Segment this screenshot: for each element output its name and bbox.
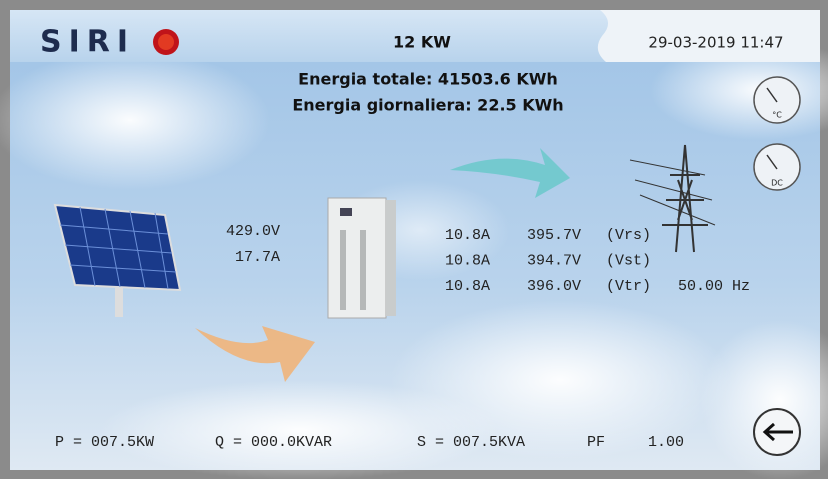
gauge-temp-label: °C bbox=[772, 111, 782, 120]
phase-voltage: 394.7V bbox=[527, 252, 581, 269]
power: 12 KW bbox=[393, 33, 451, 52]
arrow-solar bbox=[195, 326, 315, 382]
active-power: P = 007.5KW bbox=[55, 434, 154, 451]
phase-voltage: 396.0V bbox=[527, 278, 581, 295]
arrow-grid bbox=[450, 148, 570, 198]
dc-voltage: 429.0V bbox=[226, 223, 280, 240]
datetime: 29-03-2019 11:47 bbox=[648, 34, 783, 52]
logo: SIRI bbox=[40, 25, 135, 60]
phase-label: (Vtr) bbox=[606, 278, 651, 295]
phase-current: 10.8A bbox=[445, 227, 490, 244]
pf-value: 1.00 bbox=[648, 434, 684, 451]
logo-sun bbox=[153, 29, 179, 55]
phase-label: (Vst) bbox=[606, 252, 651, 269]
ac-readings: 10.8A 395.7V (Vrs) 10.8A 394.7V (Vst) 10.8A 396… bbox=[445, 227, 651, 295]
energy-daily: Energia giornaliera: 22.5 KWh bbox=[292, 96, 563, 115]
apparent-power: S = 007.5KVA bbox=[417, 434, 525, 451]
phase-current: 10.8A bbox=[445, 252, 490, 269]
dc-current: 17.7A bbox=[235, 249, 280, 266]
solar-panel bbox=[53, 203, 182, 317]
phase-label: (Vrs) bbox=[606, 227, 651, 244]
date-area bbox=[597, 10, 820, 62]
pf-label: PF bbox=[587, 434, 605, 451]
gauge-dc[interactable] bbox=[753, 143, 801, 191]
frequency: 50.00 Hz bbox=[678, 278, 750, 295]
gauge-temp[interactable] bbox=[753, 76, 801, 124]
phase-voltage: 395.7V bbox=[527, 227, 581, 244]
back-button[interactable] bbox=[753, 408, 801, 456]
energy-total: Energia totale: 41503.6 KWh bbox=[298, 70, 558, 89]
clouds bbox=[0, 40, 828, 479]
gauge-dc-label: DC bbox=[771, 179, 783, 188]
pylon bbox=[629, 144, 716, 253]
inverter bbox=[327, 197, 396, 319]
reactive-power: Q = 000.0KVAR bbox=[215, 434, 332, 451]
phase-current: 10.8A bbox=[445, 278, 490, 295]
